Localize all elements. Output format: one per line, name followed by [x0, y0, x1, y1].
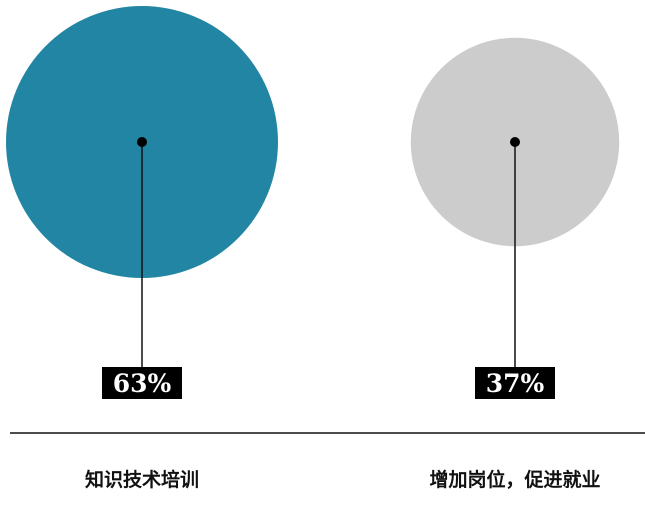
value-label-box — [102, 367, 182, 399]
bubble-layer: 63% 37% — [6, 6, 620, 399]
category-label: 知识技术培训 — [85, 468, 199, 491]
bubble-group: 63% — [6, 6, 278, 399]
value-label: 37% — [486, 369, 545, 398]
value-label-box — [475, 367, 555, 399]
category-labels: 知识技术培训 增加岗位，促进就业 — [85, 468, 601, 491]
category-label: 增加岗位，促进就业 — [429, 468, 600, 491]
bubble-group: 37% — [410, 37, 620, 399]
value-label: 63% — [113, 369, 172, 398]
center-dot — [510, 137, 520, 147]
center-dot — [137, 137, 147, 147]
